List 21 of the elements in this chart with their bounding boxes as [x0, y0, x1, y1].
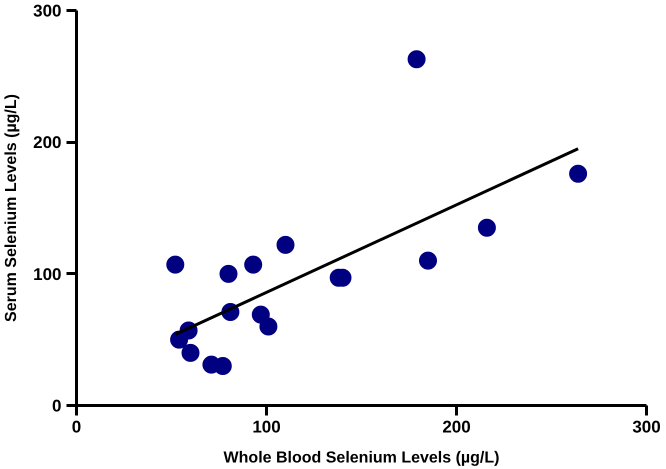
x-tick-label: 100	[252, 418, 281, 436]
y-tick-label: 100	[33, 264, 62, 284]
x-axis-title: Whole Blood Selenium Levels (µg/L)	[224, 450, 500, 466]
point	[419, 252, 437, 270]
y-tick-label: 200	[33, 133, 62, 152]
point	[220, 264, 238, 283]
y-tick-label: 0	[52, 396, 62, 416]
point	[166, 256, 184, 274]
point	[569, 164, 588, 183]
x-tick-label: 200	[442, 418, 471, 436]
y-axis-title: Serum Selenium Levels (µg/L)	[3, 94, 20, 322]
point	[182, 344, 200, 362]
x-tick-label: 0	[72, 418, 82, 436]
point	[244, 256, 262, 274]
point	[276, 236, 294, 254]
point	[408, 50, 426, 68]
point	[170, 330, 188, 349]
point	[259, 318, 278, 336]
y-tick-label: 300	[33, 2, 62, 20]
x-tick-label: 300	[632, 418, 661, 436]
point	[478, 218, 496, 237]
